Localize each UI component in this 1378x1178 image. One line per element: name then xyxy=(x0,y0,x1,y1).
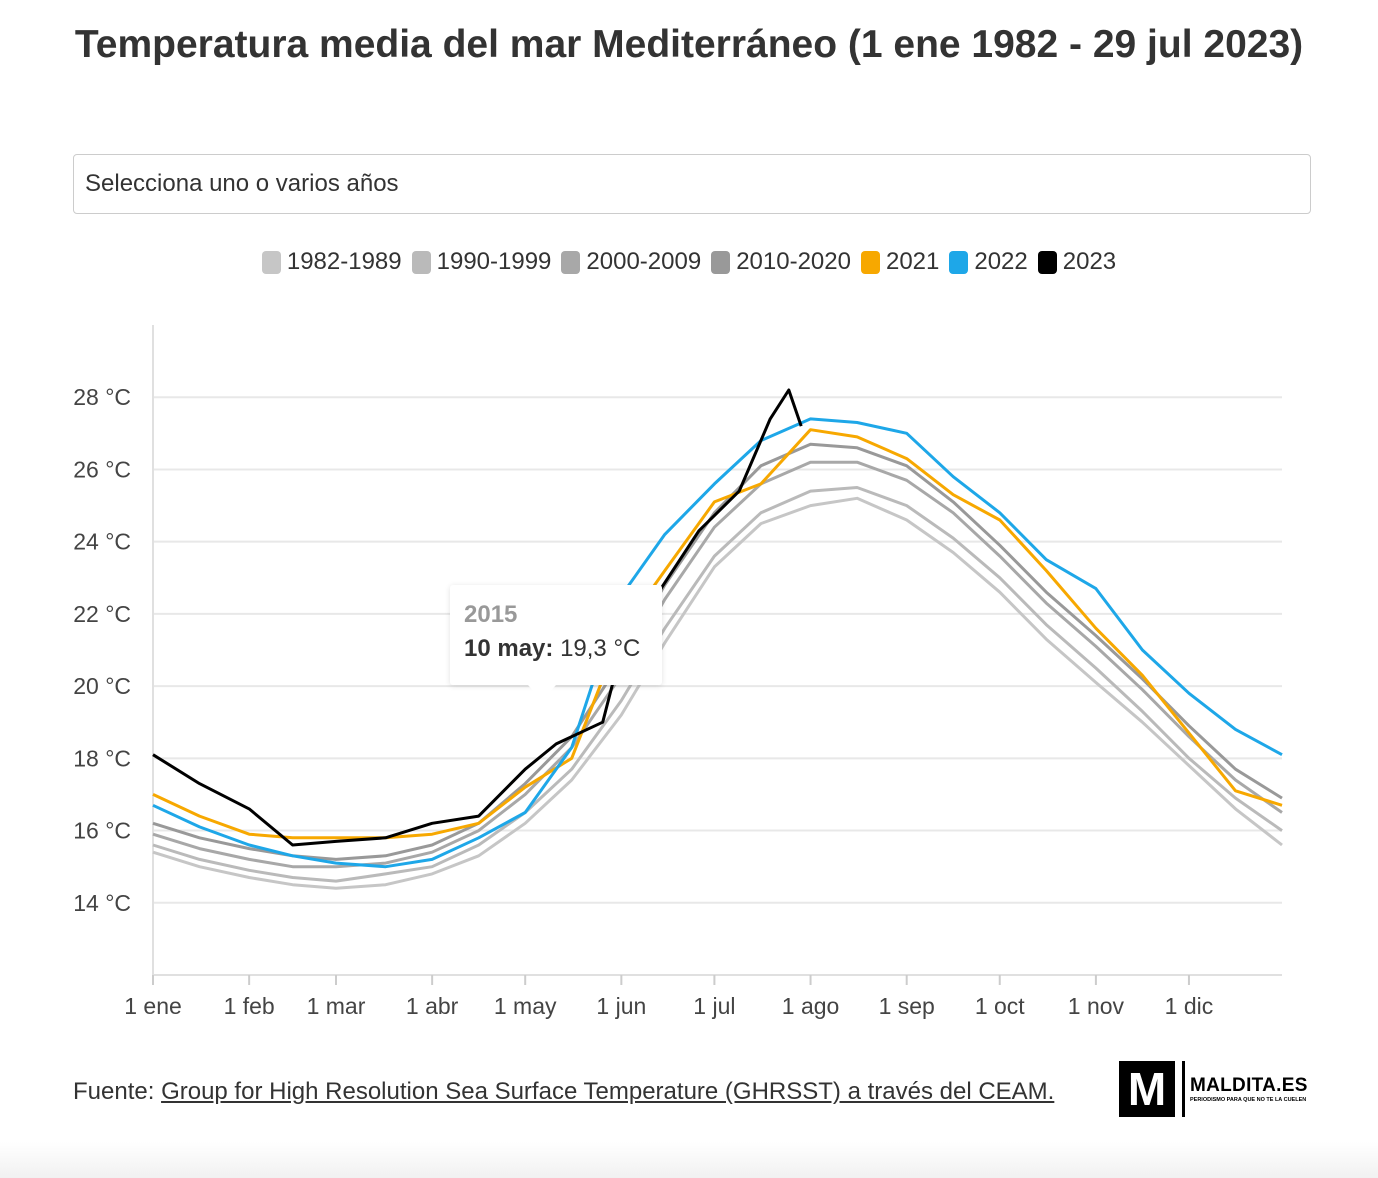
source-note: Fuente: Group for High Resolution Sea Su… xyxy=(73,1078,1054,1106)
tooltip: 2015 10 may: 19,3 °C xyxy=(450,585,662,701)
series-line-2022[interactable] xyxy=(152,417,1283,869)
x-tick-label: 1 jun xyxy=(596,993,646,1019)
legend-label: 1982-1989 xyxy=(286,248,402,275)
y-tick-label: 26 °C xyxy=(73,456,131,482)
x-tick-label: 1 nov xyxy=(1068,993,1125,1019)
tooltip-date: 10 may: xyxy=(464,635,554,662)
x-tick-label: 1 jul xyxy=(693,993,735,1019)
series-line-2010-2020[interactable] xyxy=(152,442,1283,861)
x-tick-label: 1 ene xyxy=(124,993,182,1019)
legend-item[interactable]: 2022 xyxy=(949,248,1028,276)
year-select[interactable]: Selecciona uno o varios años xyxy=(73,154,1311,214)
x-tick-label: 1 feb xyxy=(224,993,275,1019)
legend-swatch xyxy=(1037,250,1057,274)
legend-label: 1990-1999 xyxy=(436,248,552,275)
legend-item[interactable]: 2000-2009 xyxy=(561,248,701,276)
y-tick-label: 20 °C xyxy=(73,673,131,699)
chart-title: Temperatura media del mar Mediterráneo (… xyxy=(74,23,1304,66)
legend-label: 2000-2009 xyxy=(586,248,702,275)
series-line-1990-1999[interactable] xyxy=(152,486,1283,883)
legend-swatch xyxy=(949,250,969,274)
legend-swatch xyxy=(561,250,581,274)
series-line-2000-2009[interactable] xyxy=(152,460,1283,869)
legend-label: 2010-2020 xyxy=(736,248,851,275)
legend-swatch xyxy=(860,250,880,274)
x-tick-label: 1 dic xyxy=(1165,993,1214,1019)
legend-label: 2021 xyxy=(885,248,940,275)
legend-item[interactable]: 2010-2020 xyxy=(711,248,851,276)
tooltip-value: 19,3 °C xyxy=(560,635,641,662)
y-tick-label: 18 °C xyxy=(73,745,131,771)
legend-item[interactable]: 2021 xyxy=(860,248,940,276)
source-prefix: Fuente: xyxy=(73,1078,162,1105)
x-tick-label: 1 abr xyxy=(406,993,459,1019)
legend-swatch xyxy=(261,250,281,274)
y-tick-label: 24 °C xyxy=(73,529,131,555)
legend-label: 2022 xyxy=(974,248,1028,275)
legend-swatch xyxy=(711,250,731,274)
y-tick-label: 16 °C xyxy=(73,818,131,844)
x-tick-label: 1 mar xyxy=(307,993,366,1019)
y-tick-label: 22 °C xyxy=(73,601,131,627)
x-tick-label: 1 may xyxy=(494,993,557,1019)
source-link[interactable]: Group for High Resolution Sea Surface Te… xyxy=(161,1078,1055,1105)
logo-name: MALDITA.ES xyxy=(1190,1075,1308,1096)
legend-item[interactable]: 1990-1999 xyxy=(411,248,552,276)
x-tick-label: 1 sep xyxy=(879,993,935,1019)
y-tick-label: 28 °C xyxy=(73,384,131,410)
legend-swatch xyxy=(411,250,431,274)
logo-mark: M xyxy=(1119,1061,1175,1117)
series-line-2021[interactable] xyxy=(152,428,1283,840)
x-tick-label: 1 oct xyxy=(975,993,1025,1019)
legend-item[interactable]: 2023 xyxy=(1037,248,1117,276)
series-line-2023[interactable] xyxy=(152,388,803,847)
legend-item[interactable]: 1982-1989 xyxy=(261,248,402,276)
footer-shade xyxy=(0,1142,1378,1178)
legend: 1982-1989 1990-1999 2000-2009 2010-2020 2021… xyxy=(0,248,1378,281)
legend-label: 2023 xyxy=(1062,248,1117,275)
tooltip-year: 2015 xyxy=(464,601,518,628)
x-tick-label: 1 ago xyxy=(782,993,840,1019)
maldita-logo[interactable]: M MALDITA.ES PERIODISMO PARA QUE NO TE LA… xyxy=(1119,1061,1308,1117)
logo-tagline: PERIODISMO PARA QUE NO TE LA CUELEN xyxy=(1190,1097,1307,1103)
y-tick-label: 14 °C xyxy=(73,890,131,916)
series-line-1982-1989[interactable] xyxy=(152,496,1283,890)
logo-divider xyxy=(1182,1061,1185,1117)
